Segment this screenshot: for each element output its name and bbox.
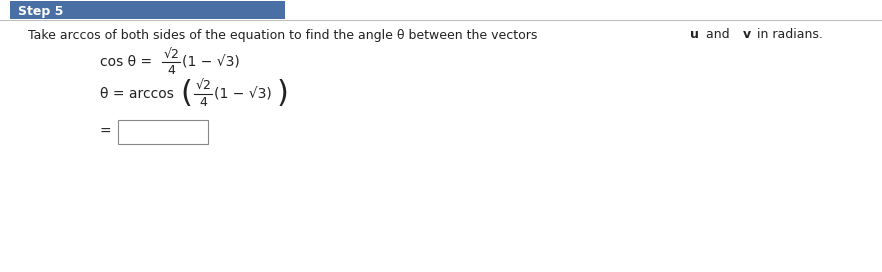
Text: Take arccos of both sides of the equation to find the angle θ between the vector: Take arccos of both sides of the equatio…	[0, 271, 1, 272]
Text: cos θ =: cos θ =	[100, 55, 156, 69]
Text: =: =	[100, 125, 112, 139]
Text: (1 − √3): (1 − √3)	[182, 55, 240, 69]
Text: √2: √2	[196, 79, 212, 91]
Text: v: v	[743, 29, 751, 42]
Text: ): )	[277, 79, 289, 109]
Text: v: v	[0, 271, 1, 272]
Text: and: and	[0, 271, 1, 272]
Text: (1 − √3): (1 − √3)	[214, 87, 272, 101]
Text: u: u	[0, 271, 1, 272]
FancyBboxPatch shape	[10, 1, 285, 19]
Text: √2: √2	[164, 48, 180, 60]
Text: 4: 4	[199, 97, 207, 110]
Text: 4: 4	[167, 63, 175, 76]
Text: Take arccos of both sides of the equation to find the angle θ between the vector: Take arccos of both sides of the equatio…	[28, 29, 542, 42]
Text: Step 5: Step 5	[18, 5, 64, 17]
Text: (: (	[180, 79, 192, 109]
Text: θ = arccos: θ = arccos	[100, 87, 174, 101]
Text: in radians.: in radians.	[753, 29, 823, 42]
Text: and: and	[702, 29, 734, 42]
FancyBboxPatch shape	[118, 120, 208, 144]
Text: u: u	[691, 29, 699, 42]
